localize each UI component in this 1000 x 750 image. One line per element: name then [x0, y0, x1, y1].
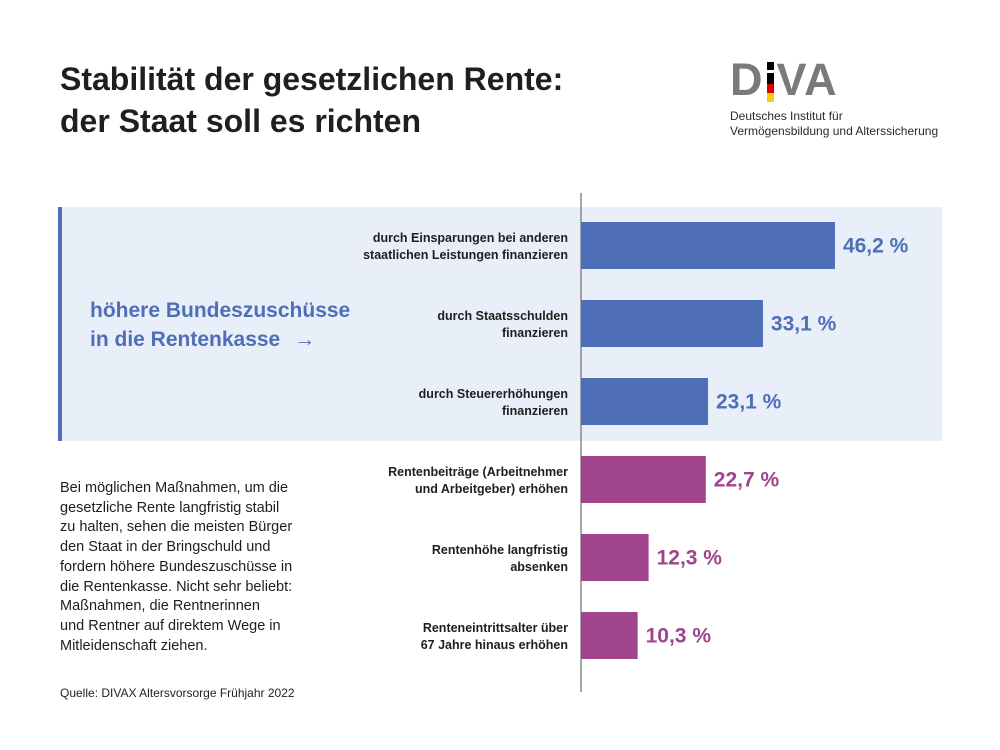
diva-logo-mark: D VA: [730, 54, 838, 105]
category-label: Rentenbeiträge (Arbeitnehmer und Arbeitge…: [388, 465, 568, 496]
bar: [581, 222, 835, 269]
source-note: Quelle: DIVAX Altersvorsorge Frühjahr 20…: [60, 686, 295, 700]
category-label: durch Steuererhöhungen finanzieren: [419, 387, 568, 418]
description-text: Bei möglichen Maßnahmen, um die gesetzli…: [60, 479, 310, 656]
callout-text: höhere Bundeszuschüsse in die Rentenkass…: [90, 296, 390, 354]
bar-value-label: 46,2 %: [843, 235, 909, 258]
description-line: fordern höhere Bundeszuschüsse in: [60, 558, 293, 575]
bar: [581, 612, 638, 659]
bar: [581, 378, 708, 425]
diva-logo: D VA Deutsches Institut für Vermögensbil…: [730, 54, 980, 139]
callout-line-2: in die Rentenkasse: [90, 328, 281, 351]
bar-value-label: 22,7 %: [714, 469, 780, 492]
bar-value-label: 10,3 %: [646, 625, 712, 648]
bar-value-label: 12,3 %: [657, 547, 723, 570]
page-title: Stabilität der gesetzlichen Rente: der S…: [60, 58, 680, 142]
logo-subtitle: Deutsches Institut für Vermögensbildung …: [730, 109, 980, 139]
description-line: Maßnahmen, die Rentnerinnen: [60, 598, 260, 615]
bar: [581, 534, 649, 581]
flag-i-icon: [766, 62, 774, 102]
description-line: Mitleidenschaft ziehen.: [60, 637, 208, 654]
description-line: Bei möglichen Maßnahmen, um die: [60, 480, 289, 496]
category-label: durch Einsparungen bei anderen staatliche…: [363, 231, 568, 262]
title-line-2: der Staat soll es richten: [60, 103, 422, 139]
category-label: durch Staatsschulden finanzieren: [437, 309, 568, 340]
description-line: zu halten, sehen die meisten Bürger: [60, 519, 293, 536]
title-line-1: Stabilität der gesetzlichen Rente:: [60, 61, 564, 97]
bar-value-label: 23,1 %: [716, 391, 782, 414]
right-arrow-icon: →: [294, 328, 316, 351]
category-label: Rentenhöhe langfristig absenken: [432, 543, 568, 574]
callout-line-1: höhere Bundeszuschüsse: [90, 299, 351, 322]
logo-subtitle-line-1: Deutsches Institut für: [730, 109, 843, 123]
bar: [581, 300, 763, 347]
logo-subtitle-line-2: Vermögensbildung und Alterssicherung: [730, 124, 939, 138]
description-line: die Rentenkasse. Nicht sehr beliebt:: [60, 578, 293, 595]
bar-value-label: 33,1 %: [771, 313, 837, 336]
bar: [581, 456, 706, 503]
description-line: und Rentner auf direktem Wege in: [60, 617, 281, 634]
description-line: gesetzliche Rente langfristig stabil: [60, 499, 280, 516]
bar-series: 46,2 % durch Einsparungen bei anderen staa…: [363, 222, 909, 659]
category-label: Renteneintrittsalter über 67 Jahre hinaus…: [421, 621, 568, 652]
description-line: den Staat in der Bringschuld und: [60, 539, 271, 556]
